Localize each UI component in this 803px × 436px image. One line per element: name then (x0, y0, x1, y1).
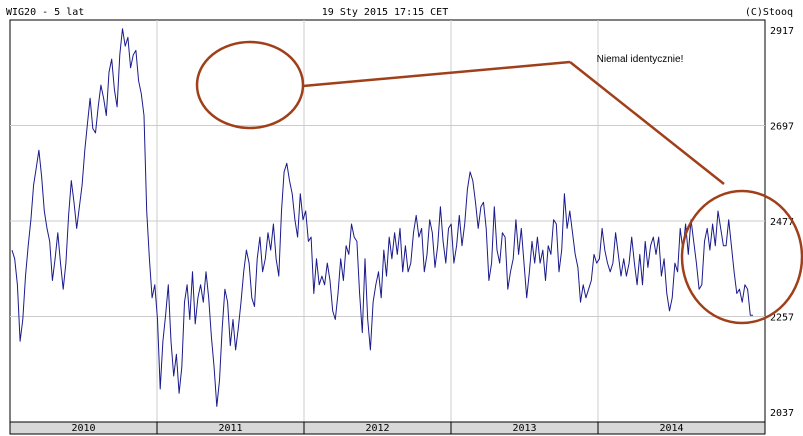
chart-timestamp: 19 Sty 2015 17:15 CET (322, 7, 448, 18)
x-tick-label: 2010 (71, 423, 95, 434)
annotation-circle-right (680, 189, 803, 325)
y-tick-label: 2477 (770, 217, 794, 228)
chart-title: WIG20 - 5 lat (6, 7, 84, 18)
y-tick-label: 2697 (770, 122, 794, 133)
y-tick-labels: 2917 2697 2477 2257 2037 (770, 26, 794, 419)
series-line-wig20 (11, 28, 753, 407)
x-tick-label: 2013 (512, 423, 536, 434)
y-tick-label: 2917 (770, 26, 794, 37)
y-tick-label: 2257 (770, 313, 794, 324)
x-tick-label: 2014 (659, 423, 683, 434)
x-tick-label: 2012 (365, 423, 389, 434)
annotation-connector-right (569, 61, 725, 185)
x-tick-labels: 2010 2011 2012 2013 2014 (9, 422, 684, 434)
series-layer (11, 28, 753, 407)
chart-copyright: (C)Stooq (745, 7, 793, 18)
x-tick-label: 2011 (218, 423, 242, 434)
y-tick-label: 2037 (770, 408, 794, 419)
annotation-connector-left (302, 60, 571, 88)
annotation-label: Niemal identycznie! (597, 54, 684, 65)
annotation-layer: Niemal identycznie! (195, 40, 803, 325)
